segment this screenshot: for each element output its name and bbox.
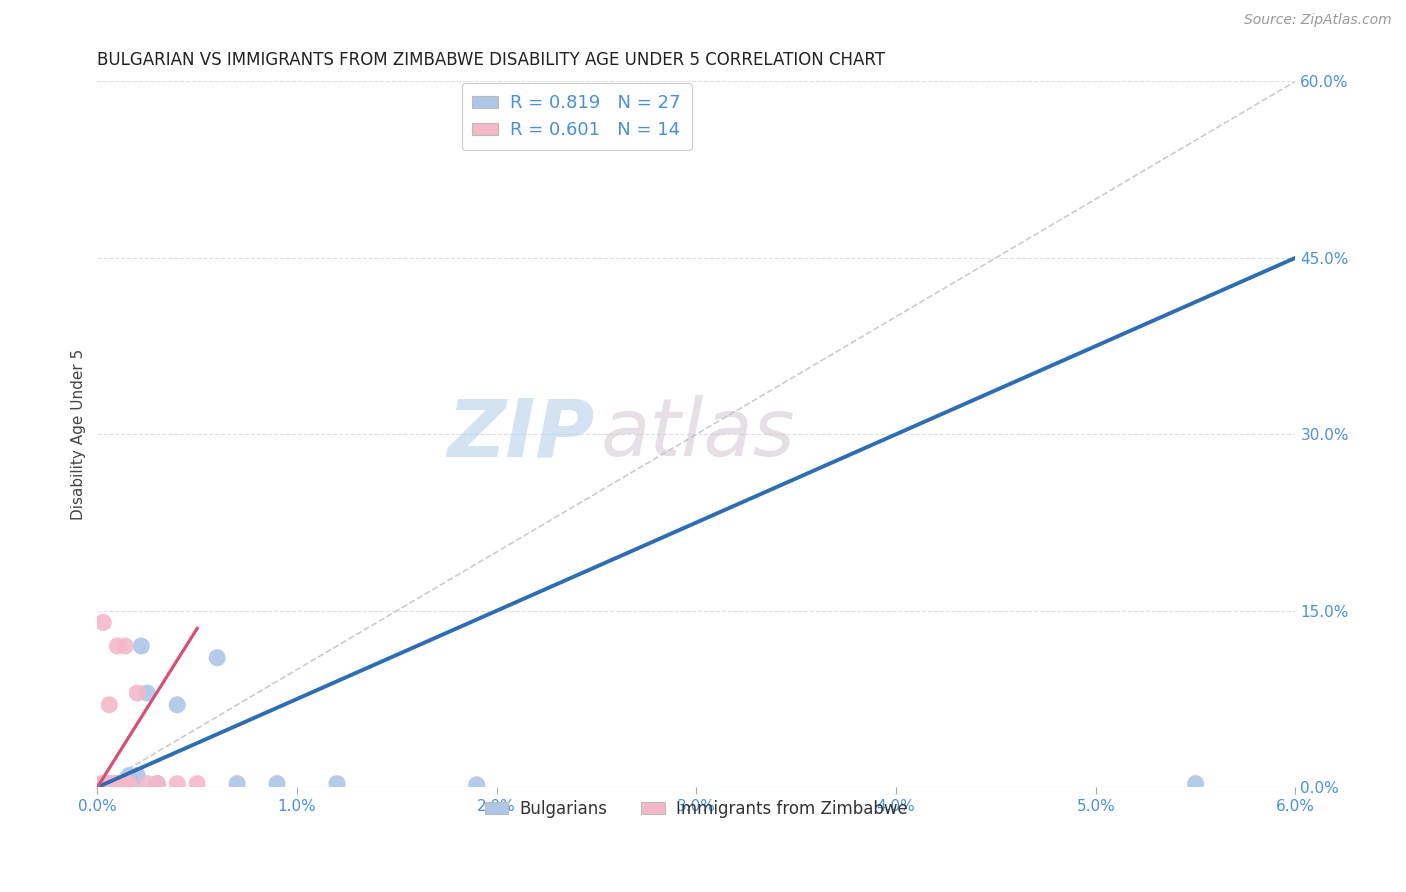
Point [105, 639, 128, 653]
Point [94, 778, 117, 792]
Point [96, 777, 118, 791]
Point [186, 777, 208, 791]
Point [136, 686, 159, 700]
Legend: Bulgarians, Immigrants from Zimbabwe: Bulgarians, Immigrants from Zimbabwe [478, 793, 915, 825]
Point [90, 777, 112, 791]
Point [96, 777, 118, 791]
Point [146, 777, 169, 791]
Point [146, 777, 169, 791]
Point [103, 777, 125, 791]
Point [226, 777, 249, 791]
Point [103, 778, 125, 792]
Point [93, 777, 115, 791]
Point [127, 768, 149, 782]
Point [108, 777, 131, 791]
Point [100, 777, 122, 791]
Point [136, 777, 159, 791]
Point [118, 768, 141, 782]
Point [166, 777, 188, 791]
Point [98, 778, 121, 792]
Point [1184, 777, 1206, 791]
Point [110, 777, 132, 791]
Point [129, 639, 152, 653]
Point [465, 778, 488, 792]
Text: atlas: atlas [600, 395, 796, 474]
Point [98, 698, 121, 712]
Text: Source: ZipAtlas.com: Source: ZipAtlas.com [1244, 13, 1392, 28]
Point [326, 777, 349, 791]
Point [118, 777, 141, 791]
Point [114, 778, 136, 792]
Point [90, 778, 112, 792]
Point [104, 777, 127, 791]
Text: ZIP: ZIP [447, 395, 595, 474]
Y-axis label: Disability Age Under 5: Disability Age Under 5 [72, 349, 86, 520]
Text: BULGARIAN VS IMMIGRANTS FROM ZIMBABWE DISABILITY AGE UNDER 5 CORRELATION CHART: BULGARIAN VS IMMIGRANTS FROM ZIMBABWE DI… [97, 51, 886, 69]
Point [205, 650, 228, 665]
Point [105, 778, 128, 792]
Point [120, 777, 142, 791]
Point [112, 777, 135, 791]
Point [127, 686, 149, 700]
Point [166, 698, 188, 712]
Point [266, 777, 288, 791]
Point [93, 615, 115, 630]
Point [110, 778, 132, 792]
Point [114, 639, 136, 653]
Point [117, 777, 139, 791]
